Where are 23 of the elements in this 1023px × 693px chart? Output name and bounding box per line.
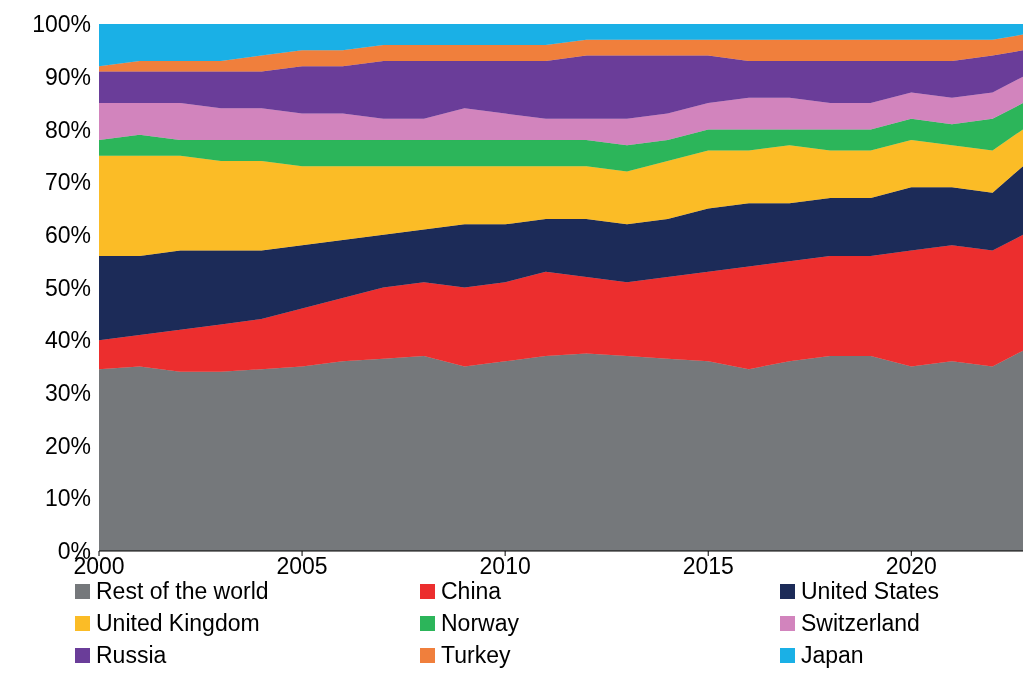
x-tick-label: 2015 xyxy=(682,553,734,580)
y-tick-label: 70% xyxy=(44,169,91,196)
y-tick-label: 20% xyxy=(44,432,91,459)
legend-label: Japan xyxy=(801,641,864,669)
x-tick-label: 2020 xyxy=(885,553,937,580)
legend-label: Switzerland xyxy=(801,609,920,637)
y-tick-label: 60% xyxy=(44,221,91,248)
legend-label: Turkey xyxy=(441,641,511,669)
y-tick-label: 30% xyxy=(44,380,91,407)
y-tick-label: 10% xyxy=(44,485,91,512)
y-tick-label: 80% xyxy=(44,116,91,143)
legend-label: China xyxy=(441,577,502,605)
legend-label: United States xyxy=(801,577,940,605)
legend-label: Norway xyxy=(441,609,519,637)
y-tick-label: 40% xyxy=(44,327,91,354)
legend-label: Rest of the world xyxy=(96,577,269,605)
x-tick-label: 2005 xyxy=(276,553,328,580)
legend-label: Russia xyxy=(96,641,167,669)
legend-label: United Kingdom xyxy=(96,609,260,637)
y-tick-label: 50% xyxy=(44,274,91,301)
y-tick-label: 90% xyxy=(44,63,91,90)
x-tick-label: 2010 xyxy=(479,553,531,580)
y-tick-label: 100% xyxy=(32,11,91,38)
